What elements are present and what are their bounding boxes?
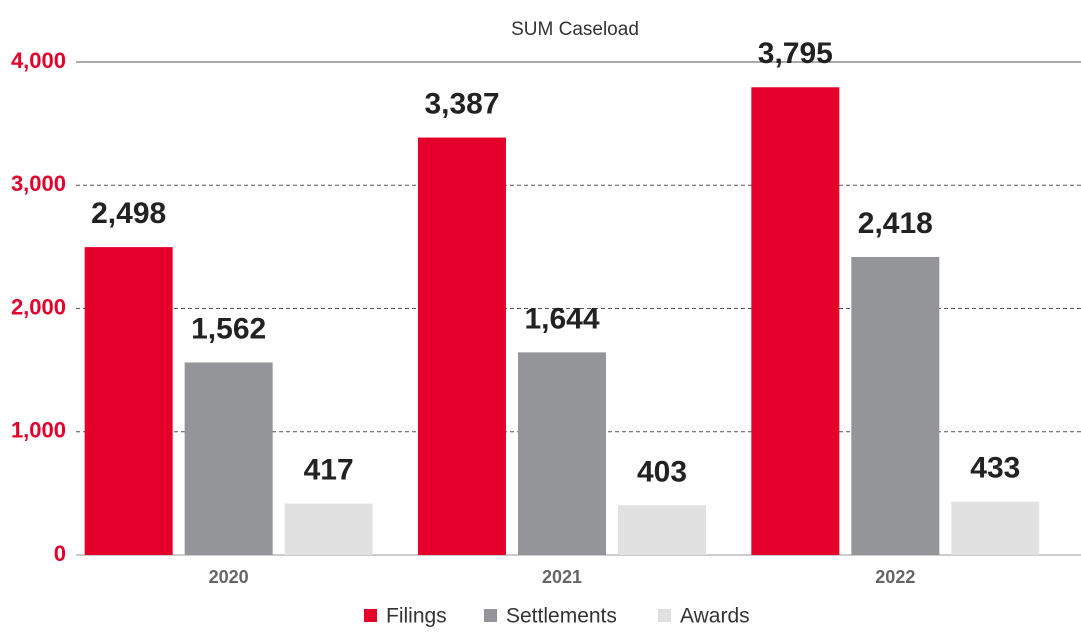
bar [751, 87, 840, 556]
value-label: 417 [304, 454, 354, 487]
x-tick-label: 2020 [209, 567, 249, 587]
y-tick-label: 1,000 [11, 418, 66, 443]
y-tick-label: 0 [54, 541, 66, 566]
bar [84, 247, 173, 555]
y-tick-label: 3,000 [11, 171, 66, 196]
value-label: 1,562 [191, 312, 266, 345]
x-tick-label: 2022 [875, 567, 915, 587]
chart-title: SUM Caseload [511, 19, 639, 40]
y-tick-label: 4,000 [11, 48, 66, 73]
value-label: 3,387 [424, 87, 499, 120]
bar [951, 501, 1040, 555]
bar [618, 505, 706, 555]
value-label: 2,498 [91, 197, 166, 230]
legend-label: Filings [386, 605, 447, 628]
bar [418, 137, 506, 555]
legend-swatch [364, 609, 377, 622]
legend-swatch [658, 609, 671, 622]
bar [518, 352, 606, 555]
legend-label: Awards [680, 605, 750, 628]
bar [284, 503, 373, 555]
value-label: 403 [637, 455, 687, 488]
y-tick-label: 2,000 [11, 294, 66, 319]
bar [851, 256, 940, 555]
legend-label: Settlements [506, 605, 617, 628]
value-label: 2,418 [858, 207, 933, 240]
bar [184, 362, 273, 555]
value-label: 433 [970, 452, 1020, 485]
value-label: 1,644 [524, 302, 599, 335]
legend-swatch [484, 609, 497, 622]
value-label: 3,795 [758, 37, 833, 70]
x-tick-label: 2021 [542, 567, 582, 587]
